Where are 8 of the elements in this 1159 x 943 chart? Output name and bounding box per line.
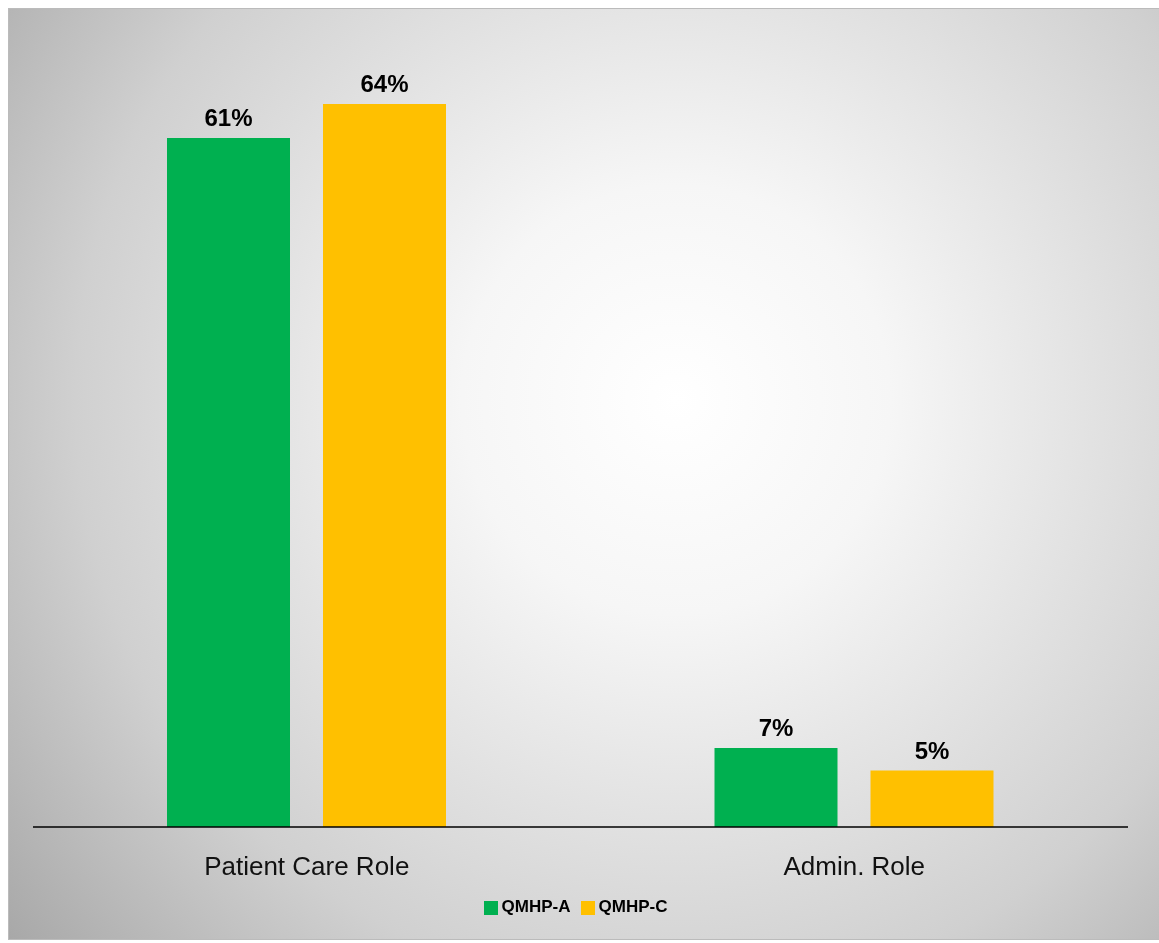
- data-label: 7%: [758, 713, 794, 741]
- legend-label: QMHP-C: [598, 897, 668, 916]
- x-tick-label: Patient Care Role: [204, 851, 410, 882]
- data-label: 64%: [360, 70, 409, 97]
- legend-label: QMHP-A: [501, 897, 571, 916]
- data-label: 5%: [914, 736, 950, 764]
- x-tick-label: Admin. Role: [783, 851, 926, 882]
- data-label: 61%: [204, 103, 253, 131]
